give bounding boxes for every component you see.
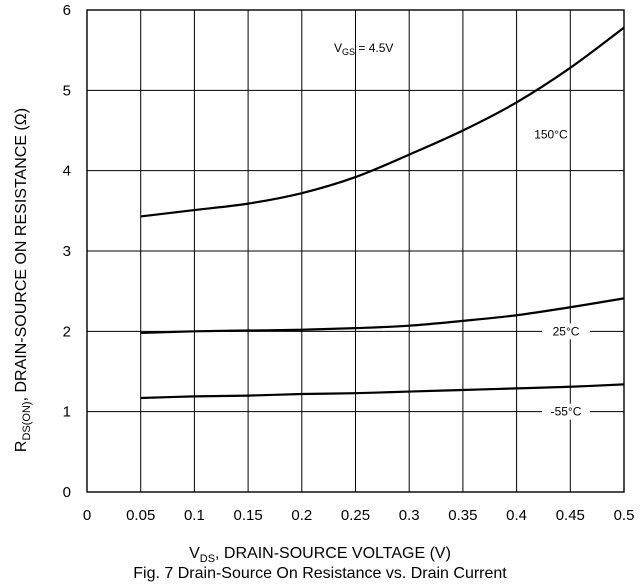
- vgs-condition-label: VGS = 4.5V: [334, 41, 393, 57]
- y-tick-label: 4: [63, 163, 71, 180]
- figure-caption: Fig. 7 Drain-Source On Resistance vs. Dr…: [133, 565, 507, 582]
- plot-frame: [86, 9, 625, 493]
- y-tick-label: 5: [63, 82, 71, 99]
- y-tick-label: 6: [63, 2, 71, 19]
- y-tick-label: 1: [63, 404, 71, 421]
- y-tick-label: 0: [63, 484, 71, 501]
- series: 150°C 25°C -55°C: [140, 26, 625, 420]
- y-tick-label: 2: [63, 323, 71, 340]
- x-tick-label: 0.35: [448, 507, 477, 524]
- y-tick-label: 3: [63, 243, 71, 260]
- x-tick-label: 0.45: [556, 507, 585, 524]
- series-label: -55°C: [551, 405, 582, 419]
- series-line: [140, 297, 625, 335]
- series-label-bg: [542, 403, 591, 420]
- series-label: 25°C: [553, 324, 580, 338]
- series-line: [140, 383, 625, 400]
- grid: [86, 9, 625, 493]
- y-axis-ticks: 0 1 2 3 4 5 6: [63, 2, 71, 501]
- x-tick-label: 0.1: [184, 507, 205, 524]
- x-axis-ticks: 0 0.05 0.1 0.15 0.2 0.25 0.3 0.35 0.4 0.45 0.5: [83, 507, 635, 524]
- x-tick-label: 0.5: [614, 507, 635, 524]
- x-tick-label: 0.4: [506, 507, 527, 524]
- x-axis-label: VDS, DRAIN-SOURCE VOLTAGE (V): [189, 545, 451, 566]
- x-tick-label: 0.25: [341, 507, 370, 524]
- x-tick-label: 0.05: [126, 507, 155, 524]
- series-label-bg: [542, 323, 591, 340]
- y-axis-label: RDS(ON), DRAIN-SOURCE ON RESISTANCE (Ω): [13, 107, 33, 453]
- x-tick-label: 0.3: [399, 507, 420, 524]
- x-tick-label: 0.2: [291, 507, 312, 524]
- series-line: [140, 26, 625, 218]
- series-label: 150°C: [534, 128, 568, 142]
- x-tick-label: 0: [83, 507, 91, 524]
- x-tick-label: 0.15: [233, 507, 262, 524]
